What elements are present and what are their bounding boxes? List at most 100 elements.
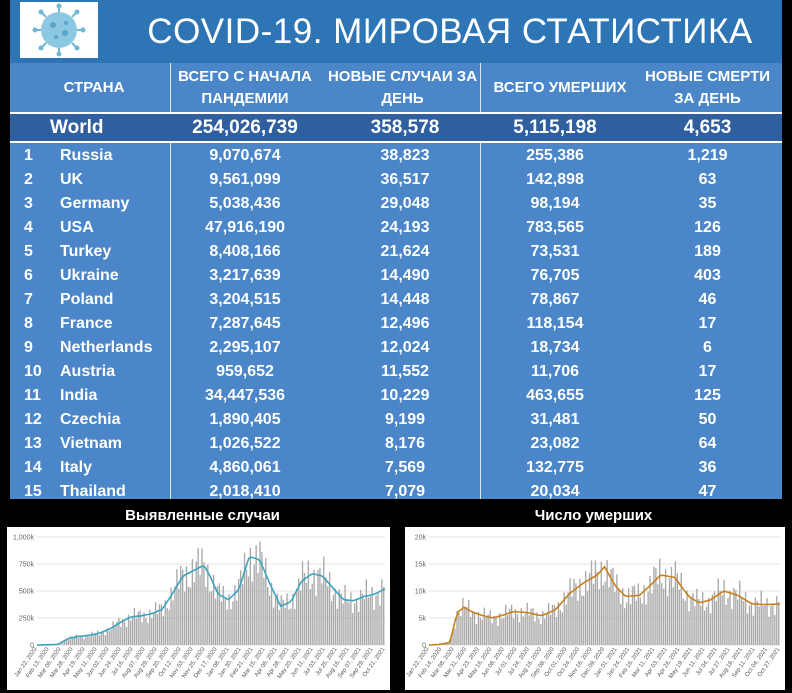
- cases-bar: [172, 600, 174, 645]
- cases-bar: [106, 628, 108, 645]
- deaths-bar: [532, 608, 534, 645]
- cell-rank: 5: [24, 243, 33, 260]
- deaths-bar: [546, 613, 548, 645]
- table-row: 3 Germany 5,038,436 29,048 98,194 35: [10, 192, 782, 216]
- cell-new-deaths: 46: [698, 291, 717, 308]
- cases-bar: [62, 642, 64, 645]
- deaths-bar: [516, 614, 519, 645]
- deaths-bar: [549, 614, 552, 645]
- cases-bar: [232, 601, 234, 645]
- deaths-bar: [756, 601, 758, 645]
- cases-bar: [361, 593, 364, 645]
- cases-bar: [245, 569, 248, 645]
- deaths-bar: [567, 592, 569, 645]
- deaths-bar: [627, 588, 630, 645]
- deaths-bar: [514, 609, 517, 645]
- deaths-bar: [741, 597, 743, 645]
- cell-total-deaths: 142,898: [526, 171, 584, 188]
- cases-bar: [108, 630, 110, 645]
- deaths-bar: [705, 606, 708, 645]
- cases-bar: [118, 618, 120, 645]
- page-title: COVID-19. МИРОВАЯ СТАТИСТИКА: [147, 12, 753, 51]
- deaths-bar: [540, 624, 542, 645]
- cases-bar: [127, 614, 130, 645]
- cases-bar: [162, 616, 165, 645]
- deaths-bar: [717, 578, 719, 645]
- cases-bar: [116, 621, 118, 645]
- cell-new-deaths: 189: [694, 243, 721, 260]
- deaths-chart: 0 5k 10k 15k 20k Jan 22, 2020 Feb 14, 2020 Mar …: [405, 527, 785, 690]
- deaths-bar: [764, 605, 766, 645]
- cases-bar: [69, 636, 72, 645]
- table-row: 12 Czechia 1,890,405 9,199 31,481 50: [10, 408, 782, 432]
- deaths-bar: [520, 608, 523, 645]
- cell-total-deaths: 118,154: [526, 315, 584, 332]
- cell-new-cases: 9,199: [384, 411, 426, 428]
- deaths-bar: [458, 613, 460, 645]
- cases-bar: [357, 611, 360, 645]
- cases-bar: [120, 626, 122, 645]
- deaths-bar: [510, 604, 513, 645]
- deaths-bar: [676, 573, 679, 645]
- cell-rank: 6: [24, 267, 33, 284]
- table-row: 1 Russia 9,070,674 38,823 255,386 1,219: [10, 144, 782, 168]
- cases-bar: [71, 637, 74, 645]
- deaths-bar: [602, 585, 604, 645]
- deaths-bar: [477, 612, 480, 645]
- cases-bar: [342, 603, 344, 645]
- deaths-bar: [551, 604, 554, 645]
- table-row: 5 Turkey 8,408,166 21,624 73,531 189: [10, 240, 782, 264]
- cell-new-cases: 7,569: [384, 459, 426, 476]
- cases-bar: [191, 559, 194, 645]
- cases-bar: [301, 561, 304, 645]
- cases-bar: [64, 640, 66, 645]
- cases-bar: [226, 609, 228, 645]
- table-row: 10 Austria 959,652 11,552 11,706 17: [10, 360, 782, 384]
- cell-total-cases: 9,070,674: [209, 147, 281, 164]
- cell-new-deaths: 126: [694, 219, 721, 236]
- deaths-bar: [643, 585, 645, 645]
- cell-total-cases: 1,026,522: [209, 435, 281, 452]
- cases-bar: [292, 593, 294, 645]
- world-new-deaths: 4,653: [683, 117, 732, 138]
- cases-bar: [185, 566, 188, 645]
- cell-new-deaths: 1,219: [687, 147, 728, 164]
- cases-bar: [365, 579, 368, 645]
- cases-bar: [67, 639, 70, 645]
- cell-total-deaths: 73,531: [530, 243, 580, 260]
- deaths-bar: [731, 608, 733, 645]
- cases-bar: [183, 591, 186, 645]
- cell-total-cases: 8,408,166: [209, 243, 281, 260]
- cell-new-cases: 10,229: [380, 387, 430, 404]
- deaths-bar: [608, 587, 610, 645]
- cell-country: Austria: [60, 363, 116, 380]
- cell-new-deaths: 17: [698, 315, 717, 332]
- deaths-bar: [696, 588, 698, 645]
- deaths-bar: [645, 604, 647, 645]
- cases-bar: [151, 618, 153, 645]
- deaths-trend-line: [428, 565, 781, 646]
- cases-bar: [373, 609, 375, 645]
- cell-new-cases: 12,496: [380, 315, 430, 332]
- deaths-bar: [735, 590, 737, 645]
- cases-bar: [334, 588, 337, 645]
- coronavirus-icon: [20, 2, 98, 58]
- cases-bar: [249, 547, 252, 645]
- cases-bar: [269, 595, 271, 645]
- deaths-bar: [610, 569, 612, 645]
- cases-bar: [265, 557, 267, 645]
- deaths-bar: [655, 568, 657, 645]
- deaths-bar: [700, 605, 702, 645]
- deaths-bar: [468, 600, 470, 645]
- cell-new-cases: 24,193: [380, 219, 430, 236]
- cases-y-tick-label: 0: [30, 643, 34, 650]
- cases-bar: [205, 586, 207, 645]
- cell-rank: 7: [24, 291, 33, 308]
- cases-bar: [211, 591, 213, 645]
- cases-bar: [228, 593, 230, 645]
- cell-country: Vietnam: [60, 435, 122, 452]
- cell-country: Thailand: [60, 483, 126, 500]
- deaths-bar: [678, 589, 680, 645]
- cases-bar: [255, 545, 257, 645]
- table-row: 4 USA 47,916,190 24,193 783,565 126: [10, 216, 782, 240]
